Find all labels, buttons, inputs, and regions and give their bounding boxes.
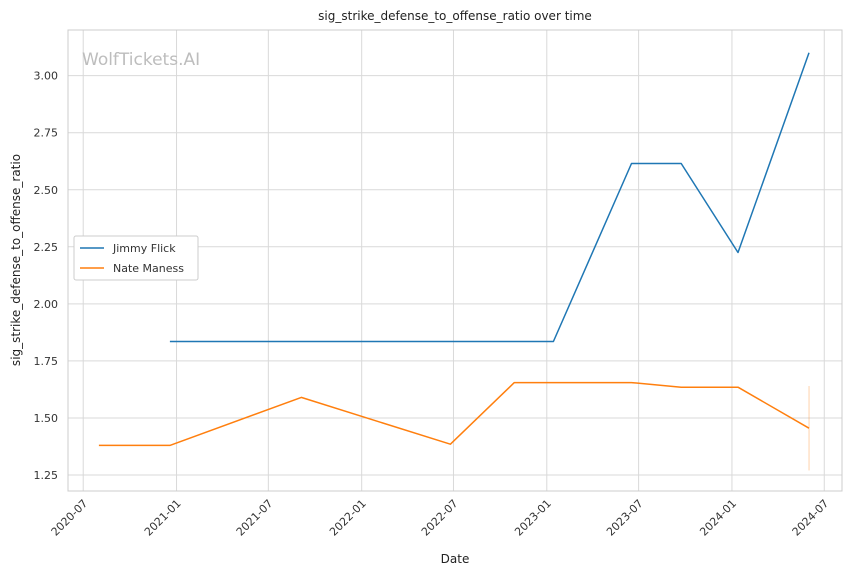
legend-label: Nate Maness: [113, 262, 184, 275]
y-axis-label: sig_strike_defense_to_offense_ratio: [9, 154, 23, 366]
series-layer: [98, 52, 810, 447]
series-line-nate-maness: [98, 381, 810, 447]
legend-label: Jimmy Flick: [112, 242, 176, 255]
y-tick-label: 2.75: [34, 127, 59, 140]
grid-lines: [68, 30, 842, 491]
y-tick-label: 1.25: [34, 469, 59, 482]
legend-frame: [73, 235, 199, 281]
y-tick-label: 2.00: [34, 298, 59, 311]
y-tick-label: 1.75: [34, 355, 59, 368]
x-axis-label: Date: [441, 552, 470, 566]
series-line-jimmy-flick: [169, 52, 810, 343]
y-tick-label: 1.50: [34, 412, 59, 425]
legend: Jimmy Flick Nate Maness: [73, 235, 199, 281]
chart-title: sig_strike_defense_to_offense_ratio over…: [318, 9, 592, 23]
watermark-text: WolfTickets.AI: [82, 50, 200, 70]
y-tick-label: 2.50: [34, 184, 59, 197]
y-tick-label: 2.25: [34, 241, 59, 254]
y-axis-ticks: 1.25 1.50 1.75 2.00 2.25 2.50 2.75 3.00: [34, 70, 59, 482]
plot-area: [67, 29, 843, 492]
y-tick-label: 3.00: [34, 70, 59, 83]
